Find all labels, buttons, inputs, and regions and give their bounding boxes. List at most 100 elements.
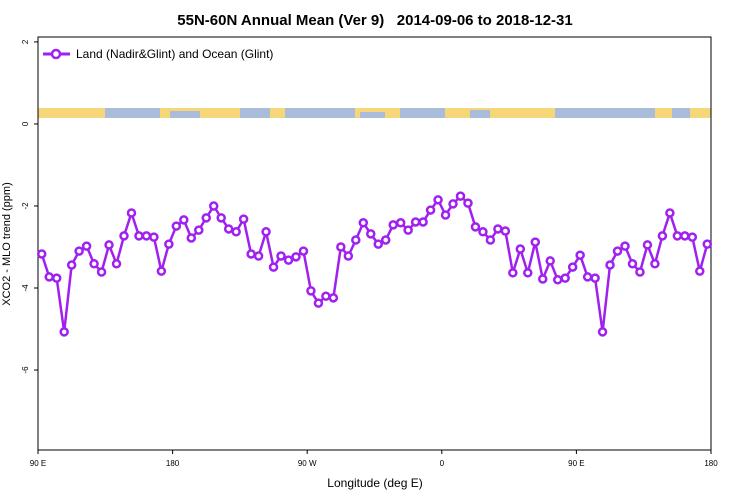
data-point [425, 205, 436, 215]
data-point [366, 229, 376, 239]
data-point [545, 256, 555, 266]
data-point [111, 259, 122, 269]
data-point [268, 262, 279, 272]
data-point [590, 273, 600, 283]
data-point [126, 208, 137, 218]
data-point [246, 249, 256, 259]
data-point [373, 239, 383, 249]
data-point [635, 267, 645, 277]
data-point [627, 259, 638, 269]
data-point [89, 259, 99, 269]
data-point [208, 201, 219, 211]
y-tick-label: -6 [21, 366, 30, 374]
data-point [485, 235, 496, 245]
data-point [672, 231, 683, 241]
data-point [523, 268, 533, 278]
data-point [298, 246, 309, 256]
data-point [231, 227, 241, 237]
data-point [276, 251, 286, 261]
data-point [66, 260, 77, 270]
data-point [336, 242, 346, 252]
chart-title: 55N-60N Annual Mean (Ver 9) 2014-09-06 t… [177, 12, 572, 29]
data-point [552, 275, 563, 285]
y-tick-label: -4 [21, 284, 30, 292]
data-point [223, 224, 234, 234]
data-point [433, 195, 443, 205]
data-point [59, 327, 69, 337]
data-point [493, 224, 503, 234]
map-strip [38, 108, 711, 118]
data-point [388, 220, 398, 230]
legend: Land (Nadir&Glint) and Ocean (Glint) [43, 47, 273, 61]
y-tick-label: 2 [21, 39, 30, 44]
x-tick-label: 0 [440, 459, 445, 468]
data-point [81, 241, 92, 251]
data-point [418, 217, 428, 227]
data-point [164, 239, 174, 249]
y-axis-label: XCO2 - MLO trend (ppm) [1, 182, 13, 305]
data-point [283, 255, 294, 265]
x-tick-label: 180 [166, 459, 180, 468]
data-point [238, 214, 249, 224]
data-point [44, 272, 54, 282]
data-point [515, 244, 526, 254]
data-point [650, 259, 660, 269]
data-point [702, 239, 713, 249]
data-point [36, 249, 47, 259]
data-point [448, 199, 458, 209]
y-tick-label: 0 [21, 121, 30, 126]
data-point [216, 213, 226, 223]
data-point [104, 240, 114, 250]
data-point [455, 191, 466, 201]
data-point [96, 267, 107, 277]
data-point [605, 260, 615, 270]
data-point [253, 251, 264, 261]
data-point [530, 237, 541, 247]
data-point [343, 251, 354, 261]
data-point [538, 274, 548, 284]
data-point [508, 268, 518, 278]
data-point [582, 272, 593, 282]
x-tick-label: 90 W [298, 459, 317, 468]
data-point [358, 218, 369, 228]
data-point [395, 218, 406, 228]
x-tick-label: 90 E [30, 459, 46, 468]
data-point [179, 215, 189, 225]
data-point [201, 213, 211, 223]
data-point [478, 227, 488, 237]
legend-label: Land (Nadir&Glint) and Ocean (Glint) [76, 47, 273, 61]
data-point [463, 198, 473, 208]
data-point [194, 225, 204, 235]
data-point [186, 233, 197, 243]
data-point [149, 232, 159, 242]
data-point [156, 266, 167, 276]
x-tick-label: 180 [704, 459, 718, 468]
data-point [380, 235, 391, 245]
legend-marker [50, 48, 62, 60]
data-point [51, 273, 62, 283]
data-point [642, 240, 653, 250]
data-point [261, 227, 271, 237]
data-point [321, 291, 331, 301]
data-point [567, 262, 578, 272]
data-point [171, 221, 182, 231]
data-point [620, 241, 630, 251]
data-point [351, 235, 361, 245]
data-point [560, 273, 570, 283]
y-tick-label: -2 [21, 202, 30, 210]
x-axis-label: Longitude (deg E) [327, 476, 422, 490]
data-point [291, 252, 301, 262]
data-point [500, 226, 511, 236]
data-point [134, 231, 144, 241]
data-point [680, 231, 690, 241]
data-point [470, 222, 481, 232]
data-point [141, 231, 152, 241]
data-point [440, 210, 451, 220]
data-point [657, 231, 668, 241]
data-point [403, 225, 413, 235]
data-point [306, 286, 316, 296]
data-point [313, 298, 324, 308]
data-point [575, 250, 585, 260]
data-point [74, 246, 84, 256]
